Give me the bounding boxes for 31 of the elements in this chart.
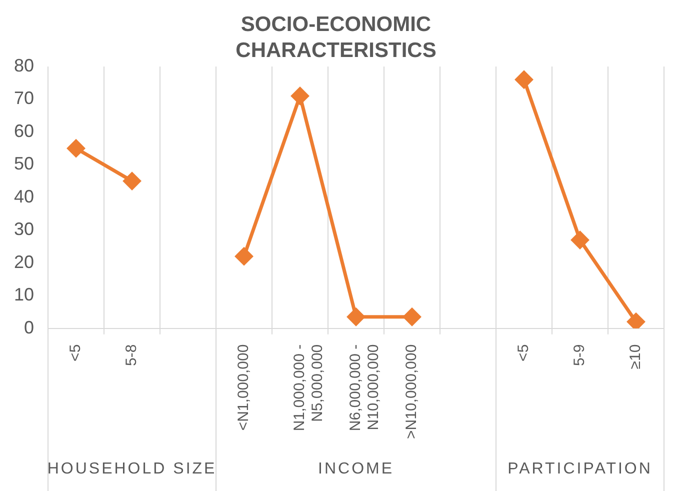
text: INCOME <box>318 460 394 478</box>
y-tick-label: 10 <box>14 284 34 305</box>
text: PARTICIPATION <box>508 460 652 478</box>
x-tick-label: <5 <box>515 344 532 362</box>
y-tick-label: 80 <box>14 55 34 76</box>
point <box>235 248 253 266</box>
point <box>123 172 141 190</box>
y-tick-label: 0 <box>24 317 34 338</box>
chart-title: SOCIO-ECONOMIC CHARACTERISTICS <box>236 12 436 62</box>
x-tick-label: <N1,000,000 <box>235 344 252 431</box>
x-tick-label: N6,000,000 - N10,000,000 <box>347 344 382 432</box>
point <box>403 308 421 326</box>
y-tick-label: 30 <box>14 219 34 240</box>
x-tick-label: ≥10 <box>627 344 644 370</box>
point <box>627 313 645 328</box>
point <box>291 87 309 105</box>
x-tick-label: N1,000,000 - N5,000,000 <box>291 344 326 432</box>
y-tick-label: 40 <box>14 186 34 206</box>
x-tick-label: 5-8 <box>123 344 140 366</box>
point <box>347 308 365 326</box>
y-tick-label: 60 <box>14 120 34 141</box>
y-tick-label: 70 <box>14 88 34 108</box>
x-tick-label: 5-9 <box>571 344 588 366</box>
point <box>67 140 85 158</box>
point <box>571 231 589 249</box>
text: HOUSEHOLD SIZE <box>47 460 217 478</box>
y-tick-label: 50 <box>14 154 34 174</box>
y-tick-label: 20 <box>14 252 34 272</box>
point <box>515 70 533 88</box>
x-tick-label: <5 <box>67 344 84 362</box>
x-tick-label: >N10,000,000 <box>403 344 420 440</box>
